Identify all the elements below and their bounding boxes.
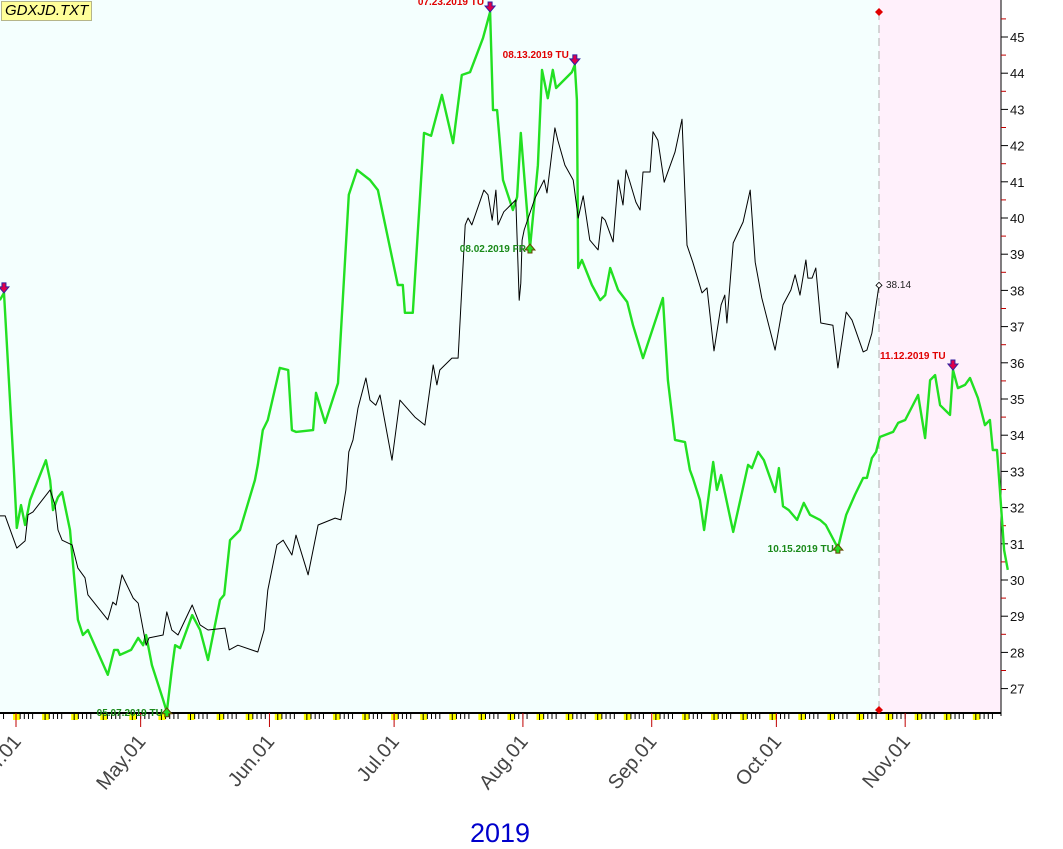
peak-arrow-icon bbox=[946, 359, 960, 371]
trough-label: 08.02.2019 FR bbox=[460, 244, 527, 255]
y-tick-label: 45 bbox=[1010, 30, 1024, 45]
zone-marker-top bbox=[874, 8, 883, 16]
month-label: Aug.01 bbox=[475, 731, 533, 794]
peak-label: 08.13.2019 TU bbox=[503, 50, 569, 61]
trough-arrow-icon bbox=[160, 706, 173, 718]
y-tick-label: 38 bbox=[1010, 283, 1024, 298]
y-tick-label: 28 bbox=[1010, 645, 1024, 660]
trough-label: 10.15.2019 TU bbox=[768, 544, 834, 555]
last-value-marker bbox=[875, 281, 883, 289]
zone-marker-bottom bbox=[874, 706, 883, 714]
trough-arrow-icon bbox=[523, 243, 537, 254]
y-tick-label: 39 bbox=[1010, 247, 1024, 262]
future-zone bbox=[878, 0, 1001, 713]
y-tick-label: 27 bbox=[1010, 682, 1024, 697]
month-label: Jul.01 bbox=[353, 731, 404, 786]
y-tick-label: 33 bbox=[1010, 464, 1024, 479]
y-tick-label: 35 bbox=[1010, 392, 1024, 407]
series-group bbox=[0, 10, 1009, 713]
x-axis: Apr.01 May.01 Jun.01 Jul.01 Aug.01 Sep.01 Oct.… bbox=[0, 712, 1001, 794]
month-label: May.01 bbox=[92, 731, 150, 794]
y-tick-label: 31 bbox=[1010, 537, 1024, 552]
annotations: 07.23.2019 TU 08.13.2019 TU 11.12.2019 TU 0… bbox=[0, 0, 960, 719]
month-label: Sep.01 bbox=[604, 731, 662, 794]
month-label: Oct.01 bbox=[731, 731, 786, 790]
y-tick-label: 36 bbox=[1010, 356, 1024, 371]
y-tick-label: 37 bbox=[1010, 320, 1024, 335]
y-tick-label: 30 bbox=[1010, 573, 1024, 588]
y-tick-label: 42 bbox=[1010, 139, 1024, 154]
month-label: Nov.01 bbox=[858, 731, 915, 793]
trough-label: 05.07.2019 TU bbox=[97, 708, 163, 719]
last-value-label: 38.14 bbox=[886, 280, 911, 291]
series-line-black bbox=[0, 118, 880, 653]
y-tick-label: 29 bbox=[1010, 609, 1024, 624]
peak-arrow-icon bbox=[0, 282, 11, 294]
chart-title: GDXJD.TXT bbox=[1, 1, 93, 21]
y-axis: 27 28 29 30 31 32 33 34 35 36 37 38 39 40 41 42 43 44 45 bbox=[1000, 0, 1024, 716]
y-tick-label: 40 bbox=[1010, 211, 1024, 226]
plot-background bbox=[0, 0, 1001, 713]
month-label: Apr.01 bbox=[0, 731, 26, 789]
y-tick-label: 43 bbox=[1010, 102, 1024, 117]
y-tick-label: 44 bbox=[1010, 66, 1024, 81]
series-line-green bbox=[0, 10, 1009, 713]
month-label: Jun.01 bbox=[224, 731, 279, 791]
peak-arrow-icon bbox=[484, 1, 497, 13]
peak-arrow-icon bbox=[568, 54, 581, 66]
y-tick-label: 34 bbox=[1010, 428, 1024, 443]
y-tick-label: 32 bbox=[1010, 501, 1024, 516]
peak-label: 11.12.2019 TU bbox=[880, 351, 946, 362]
year-label: 2019 bbox=[470, 818, 530, 848]
trough-arrow-icon bbox=[831, 543, 844, 554]
y-tick-label: 41 bbox=[1010, 175, 1024, 190]
peak-label: 07.23.2019 TU bbox=[418, 0, 484, 8]
